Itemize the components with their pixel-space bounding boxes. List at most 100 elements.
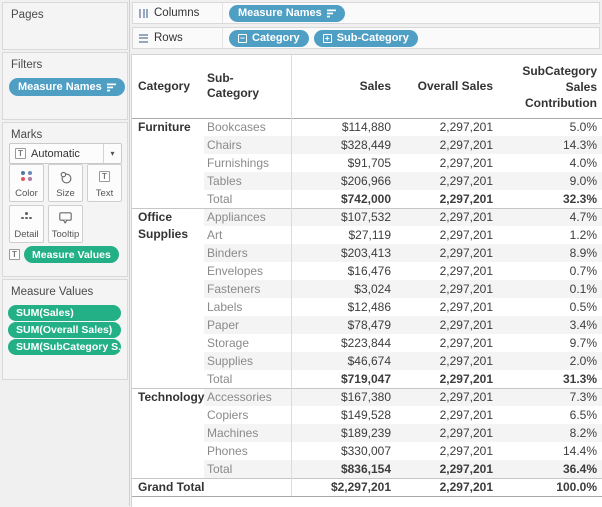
category-label[interactable]: Office Supplies bbox=[138, 210, 189, 241]
cell-contribution[interactable]: 14.3% bbox=[562, 138, 597, 152]
cell-contribution[interactable]: 8.2% bbox=[569, 426, 597, 440]
cell-sub-category[interactable]: Tables bbox=[207, 174, 242, 188]
cell-contribution[interactable]: 14.4% bbox=[562, 444, 597, 458]
cell-contribution[interactable]: 100.0% bbox=[556, 480, 597, 494]
cell-overall-sales[interactable]: 2,297,201 bbox=[439, 156, 493, 170]
cell-sub-category[interactable]: Total bbox=[207, 372, 233, 386]
header-category[interactable]: Category bbox=[138, 79, 191, 93]
cell-contribution[interactable]: 31.3% bbox=[562, 372, 597, 386]
tooltip-button[interactable]: Tooltip bbox=[48, 205, 83, 243]
cell-sales[interactable]: $742,000 bbox=[340, 192, 391, 206]
cell-overall-sales[interactable]: 2,297,201 bbox=[439, 300, 493, 314]
cell-sub-category[interactable]: Chairs bbox=[207, 138, 242, 152]
cell-overall-sales[interactable]: 2,297,201 bbox=[439, 120, 493, 134]
cell-sub-category[interactable]: Total bbox=[207, 192, 233, 206]
cell-contribution[interactable]: 4.7% bbox=[569, 210, 597, 224]
cell-overall-sales[interactable]: 2,297,201 bbox=[439, 372, 493, 386]
table-row[interactable]: Phones $330,007 2,297,201 14.4% bbox=[132, 442, 602, 460]
cell-sales[interactable]: $328,449 bbox=[340, 138, 391, 152]
cell-contribution[interactable]: 0.5% bbox=[569, 300, 597, 314]
cell-sub-category[interactable]: Furnishings bbox=[207, 156, 270, 170]
cell-overall-sales[interactable]: 2,297,201 bbox=[439, 210, 493, 224]
cell-overall-sales[interactable]: 2,297,201 bbox=[439, 354, 493, 368]
table-row[interactable]: Bookcases $114,880 2,297,201 5.0% bbox=[132, 118, 602, 136]
cell-contribution[interactable]: 0.7% bbox=[569, 264, 597, 278]
table-row[interactable]: Envelopes $16,476 2,297,201 0.7% bbox=[132, 262, 602, 280]
cell-sub-category[interactable]: Supplies bbox=[207, 354, 254, 368]
table-row[interactable]: Fasteners $3,024 2,297,201 0.1% bbox=[132, 280, 602, 298]
cell-sales[interactable]: $203,413 bbox=[340, 246, 391, 260]
cell-sales[interactable]: $836,154 bbox=[340, 462, 391, 476]
table-row[interactable]: Furnishings $91,705 2,297,201 4.0% bbox=[132, 154, 602, 172]
table-row[interactable]: Art $27,119 2,297,201 1.2% bbox=[132, 226, 602, 244]
cell-overall-sales[interactable]: 2,297,201 bbox=[439, 174, 493, 188]
table-row[interactable]: Appliances $107,532 2,297,201 4.7% bbox=[132, 208, 602, 226]
cell-sales[interactable]: $2,297,201 bbox=[330, 480, 391, 494]
cell-contribution[interactable]: 3.4% bbox=[569, 318, 597, 332]
rows-shelf[interactable]: Rows − Category + Sub-Category bbox=[132, 27, 600, 49]
table-row[interactable]: Storage $223,844 2,297,201 9.7% bbox=[132, 334, 602, 352]
measure-pill[interactable]: SUM(SubCategory S.. bbox=[8, 339, 121, 355]
columns-shelf[interactable]: Columns Measure Names bbox=[132, 2, 600, 24]
cell-contribution[interactable]: 32.3% bbox=[562, 192, 597, 206]
cell-sales[interactable]: $78,479 bbox=[347, 318, 391, 332]
cell-contribution[interactable]: 6.5% bbox=[569, 408, 597, 422]
cell-sales[interactable]: $27,119 bbox=[348, 228, 392, 242]
cell-sub-category[interactable]: Phones bbox=[207, 444, 248, 458]
cell-sales[interactable]: $91,705 bbox=[347, 156, 391, 170]
cell-overall-sales[interactable]: 2,297,201 bbox=[439, 426, 493, 440]
cell-overall-sales[interactable]: 2,297,201 bbox=[439, 480, 493, 494]
table-row[interactable]: Grand Total $2,297,201 2,297,201 100.0% bbox=[132, 478, 602, 496]
cell-sub-category[interactable] bbox=[207, 478, 289, 496]
table-row[interactable]: Tables $206,966 2,297,201 9.0% bbox=[132, 172, 602, 190]
table-row[interactable]: Total $742,000 2,297,201 32.3% bbox=[132, 190, 602, 208]
cell-contribution[interactable]: 9.0% bbox=[569, 174, 597, 188]
text-button[interactable]: T Text bbox=[87, 164, 122, 202]
header-sub-category[interactable]: Sub-Category bbox=[207, 71, 260, 100]
table-row[interactable]: Supplies $46,674 2,297,201 2.0% bbox=[132, 352, 602, 370]
table-row[interactable]: Chairs $328,449 2,297,201 14.3% bbox=[132, 136, 602, 154]
cell-overall-sales[interactable]: 2,297,201 bbox=[439, 318, 493, 332]
cell-overall-sales[interactable]: 2,297,201 bbox=[439, 282, 493, 296]
cell-sales[interactable]: $46,674 bbox=[347, 354, 391, 368]
cell-contribution[interactable]: 5.0% bbox=[569, 120, 597, 134]
cell-sales[interactable]: $223,844 bbox=[340, 336, 391, 350]
table-row[interactable]: Accessories $167,380 2,297,201 7.3% bbox=[132, 388, 602, 406]
cell-sales[interactable]: $107,532 bbox=[340, 210, 391, 224]
cell-sales[interactable]: $719,047 bbox=[340, 372, 391, 386]
measure-pill[interactable]: SUM(Sales) bbox=[8, 305, 121, 321]
cell-contribution[interactable]: 0.1% bbox=[569, 282, 597, 296]
cell-contribution[interactable]: 2.0% bbox=[569, 354, 597, 368]
mark-type-dropdown[interactable]: T Automatic ▾ bbox=[9, 143, 122, 164]
header-contribution[interactable]: SubCategory Sales Contribution bbox=[522, 64, 597, 110]
color-button[interactable]: Color bbox=[9, 164, 44, 202]
cell-sub-category[interactable]: Machines bbox=[207, 426, 259, 440]
cell-overall-sales[interactable]: 2,297,201 bbox=[439, 264, 493, 278]
cell-contribution[interactable]: 36.4% bbox=[562, 462, 597, 476]
cell-sub-category[interactable]: Labels bbox=[207, 300, 243, 314]
cell-sub-category[interactable]: Envelopes bbox=[207, 264, 264, 278]
table-row[interactable]: Copiers $149,528 2,297,201 6.5% bbox=[132, 406, 602, 424]
category-label[interactable]: Furniture bbox=[138, 120, 191, 134]
header-sales[interactable]: Sales bbox=[359, 79, 391, 93]
cell-sub-category[interactable]: Binders bbox=[207, 246, 248, 260]
pill-category[interactable]: − Category bbox=[229, 29, 309, 47]
cell-contribution[interactable]: 4.0% bbox=[569, 156, 597, 170]
cell-sales[interactable]: $114,880 bbox=[341, 120, 391, 134]
cell-sub-category[interactable]: Copiers bbox=[207, 408, 249, 422]
header-overall-sales[interactable]: Overall Sales bbox=[417, 79, 493, 93]
cell-overall-sales[interactable]: 2,297,201 bbox=[439, 246, 493, 260]
cell-contribution[interactable]: 8.9% bbox=[569, 246, 597, 260]
cell-contribution[interactable]: 1.2% bbox=[569, 228, 597, 242]
cell-sub-category[interactable]: Accessories bbox=[207, 390, 272, 404]
cell-category[interactable]: Grand Total bbox=[138, 480, 205, 494]
cell-sub-category[interactable]: Fasteners bbox=[207, 282, 261, 296]
table-row[interactable]: Paper $78,479 2,297,201 3.4% bbox=[132, 316, 602, 334]
cell-sales[interactable]: $206,966 bbox=[340, 174, 391, 188]
cell-overall-sales[interactable]: 2,297,201 bbox=[439, 336, 493, 350]
pill-sub-category[interactable]: + Sub-Category bbox=[313, 29, 418, 47]
cell-contribution[interactable]: 9.7% bbox=[569, 336, 597, 350]
cell-sales[interactable]: $189,239 bbox=[340, 426, 391, 440]
measure-pill[interactable]: SUM(Overall Sales) bbox=[8, 322, 121, 338]
cell-sales[interactable]: $330,007 bbox=[340, 444, 391, 458]
